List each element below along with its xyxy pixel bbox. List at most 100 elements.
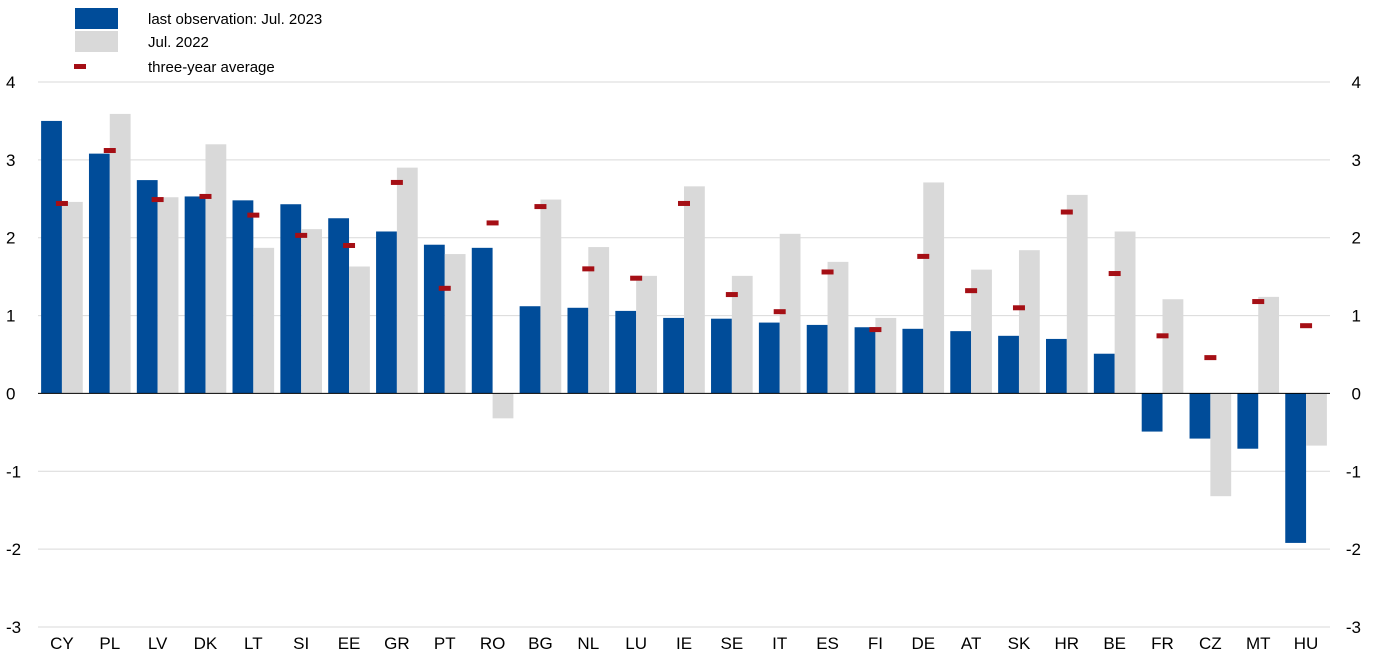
y-tick-right-2: 2 (1352, 229, 1361, 248)
x-tick-ee: EE (338, 634, 361, 653)
marker-gr-three-year-average (390, 179, 403, 185)
marker-se-three-year-average (725, 292, 738, 298)
bar-gr-jul-2022 (396, 167, 418, 394)
bar-cy-jul-2022 (61, 201, 83, 394)
legend-swatch-three-year-average (74, 64, 86, 69)
marker-lv-three-year-average (151, 197, 164, 203)
x-tick-pt: PT (434, 634, 456, 653)
y-tick-left-0: 0 (6, 384, 15, 403)
x-tick-hr: HR (1055, 634, 1080, 653)
bar-pt-jul-2023 (423, 244, 445, 394)
x-tick-be: BE (1103, 634, 1126, 653)
bar-pl-jul-2023 (88, 153, 110, 394)
bar-bg-jul-2023 (519, 306, 541, 394)
bar-es-jul-2023 (806, 324, 828, 394)
bar-sk-jul-2022 (1018, 250, 1040, 394)
marker-sk-three-year-average (1012, 305, 1025, 311)
bar-be-jul-2022 (1114, 231, 1136, 394)
bar-at-jul-2023 (950, 331, 972, 394)
x-tick-bg: BG (528, 634, 553, 653)
bar-lu-jul-2022 (636, 275, 657, 394)
bar-hu-jul-2022 (1306, 393, 1327, 446)
bar-ie-jul-2023 (663, 317, 684, 394)
bar-cz-jul-2023 (1189, 393, 1211, 439)
x-tick-ie: IE (676, 634, 692, 653)
y-tick-left-4: 4 (6, 73, 15, 92)
bar-nl-jul-2023 (567, 307, 589, 394)
bar-cz-jul-2022 (1210, 393, 1232, 497)
marker-lu-three-year-average (630, 275, 643, 281)
x-tick-se: SE (721, 634, 744, 653)
bar-si-jul-2022 (301, 229, 323, 394)
y-tick-right--2: -2 (1346, 540, 1361, 559)
marker-bg-three-year-average (534, 204, 547, 210)
x-tick-lv: LV (148, 634, 168, 653)
y-tick-left--3: -3 (6, 618, 21, 637)
x-tick-fr: FR (1151, 634, 1174, 653)
x-axis: CY PL LV DK LT SI EE GR PT RO BG NL LU IE SE IT ES FI DE AT… (50, 634, 1318, 653)
bar-at-jul-2022 (971, 269, 992, 394)
bar-lv-jul-2022 (157, 197, 179, 394)
marker-es-three-year-average (821, 269, 834, 275)
y-tick-right--1: -1 (1346, 462, 1361, 481)
bar-hr-jul-2023 (1045, 338, 1067, 394)
marker-at-three-year-average (965, 288, 978, 294)
bar-ee-jul-2022 (349, 266, 370, 394)
bar-lt-jul-2023 (232, 200, 254, 394)
bar-gr-jul-2023 (376, 231, 397, 394)
x-tick-lt: LT (244, 634, 263, 653)
y-tick-right--3: -3 (1346, 618, 1361, 637)
x-tick-gr: GR (384, 634, 410, 653)
y-tick-right-3: 3 (1352, 151, 1361, 170)
marker-be-three-year-average (1108, 271, 1121, 277)
marker-cy-three-year-average (55, 200, 68, 206)
y-tick-right-1: 1 (1352, 307, 1361, 326)
legend: last observation: Jul. 2023 Jul. 2022 th… (74, 8, 322, 76)
x-tick-de: DE (911, 634, 935, 653)
marker-cz-three-year-average (1204, 355, 1217, 361)
bar-pl-jul-2022 (109, 113, 131, 394)
x-tick-lu: LU (625, 634, 647, 653)
x-tick-ro: RO (480, 634, 506, 653)
x-tick-it: IT (772, 634, 787, 653)
y-tick-left--1: -1 (6, 462, 21, 481)
bar-fr-jul-2022 (1162, 299, 1184, 394)
bar-ie-jul-2022 (684, 186, 705, 394)
marker-fi-three-year-average (869, 327, 882, 333)
marker-de-three-year-average (917, 253, 930, 259)
legend-label-three-year-average: three-year average (148, 59, 275, 76)
y-axis-right: -3 -2 -1 0 1 2 3 4 (1346, 73, 1361, 637)
x-tick-sk: SK (1008, 634, 1031, 653)
y-tick-right-0: 0 (1352, 384, 1361, 403)
y-tick-left-2: 2 (6, 229, 15, 248)
x-tick-dk: DK (194, 634, 218, 653)
bar-se-jul-2022 (731, 275, 753, 394)
x-tick-nl: NL (577, 634, 599, 653)
bar-fr-jul-2023 (1141, 393, 1163, 432)
marker-hr-three-year-average (1060, 209, 1073, 215)
x-tick-fi: FI (868, 634, 883, 653)
bar-hu-jul-2023 (1285, 393, 1307, 543)
legend-label-jul-2022: Jul. 2022 (148, 34, 209, 51)
bar-ro-jul-2023 (471, 247, 493, 394)
marker-si-three-year-average (295, 232, 308, 238)
marker-nl-three-year-average (582, 266, 595, 272)
legend-label-jul-2023: last observation: Jul. 2023 (148, 11, 322, 28)
bar-ee-jul-2023 (328, 218, 350, 394)
marker-dk-three-year-average (199, 193, 212, 199)
y-tick-left--2: -2 (6, 540, 21, 559)
bar-lt-jul-2022 (253, 247, 275, 394)
bars (41, 113, 1327, 543)
bar-dk-jul-2022 (205, 144, 227, 394)
y-tick-left-3: 3 (6, 151, 15, 170)
bar-lu-jul-2023 (615, 310, 637, 394)
marker-ie-three-year-average (678, 200, 690, 206)
bar-ro-jul-2022 (492, 393, 514, 419)
marker-fr-three-year-average (1156, 333, 1169, 339)
y-axis-left: -3 -2 -1 0 1 2 3 4 (6, 73, 21, 637)
marker-pl-three-year-average (103, 148, 116, 154)
bar-hr-jul-2022 (1066, 194, 1088, 394)
marker-ro-three-year-average (486, 220, 499, 226)
x-tick-cy: CY (50, 634, 74, 653)
